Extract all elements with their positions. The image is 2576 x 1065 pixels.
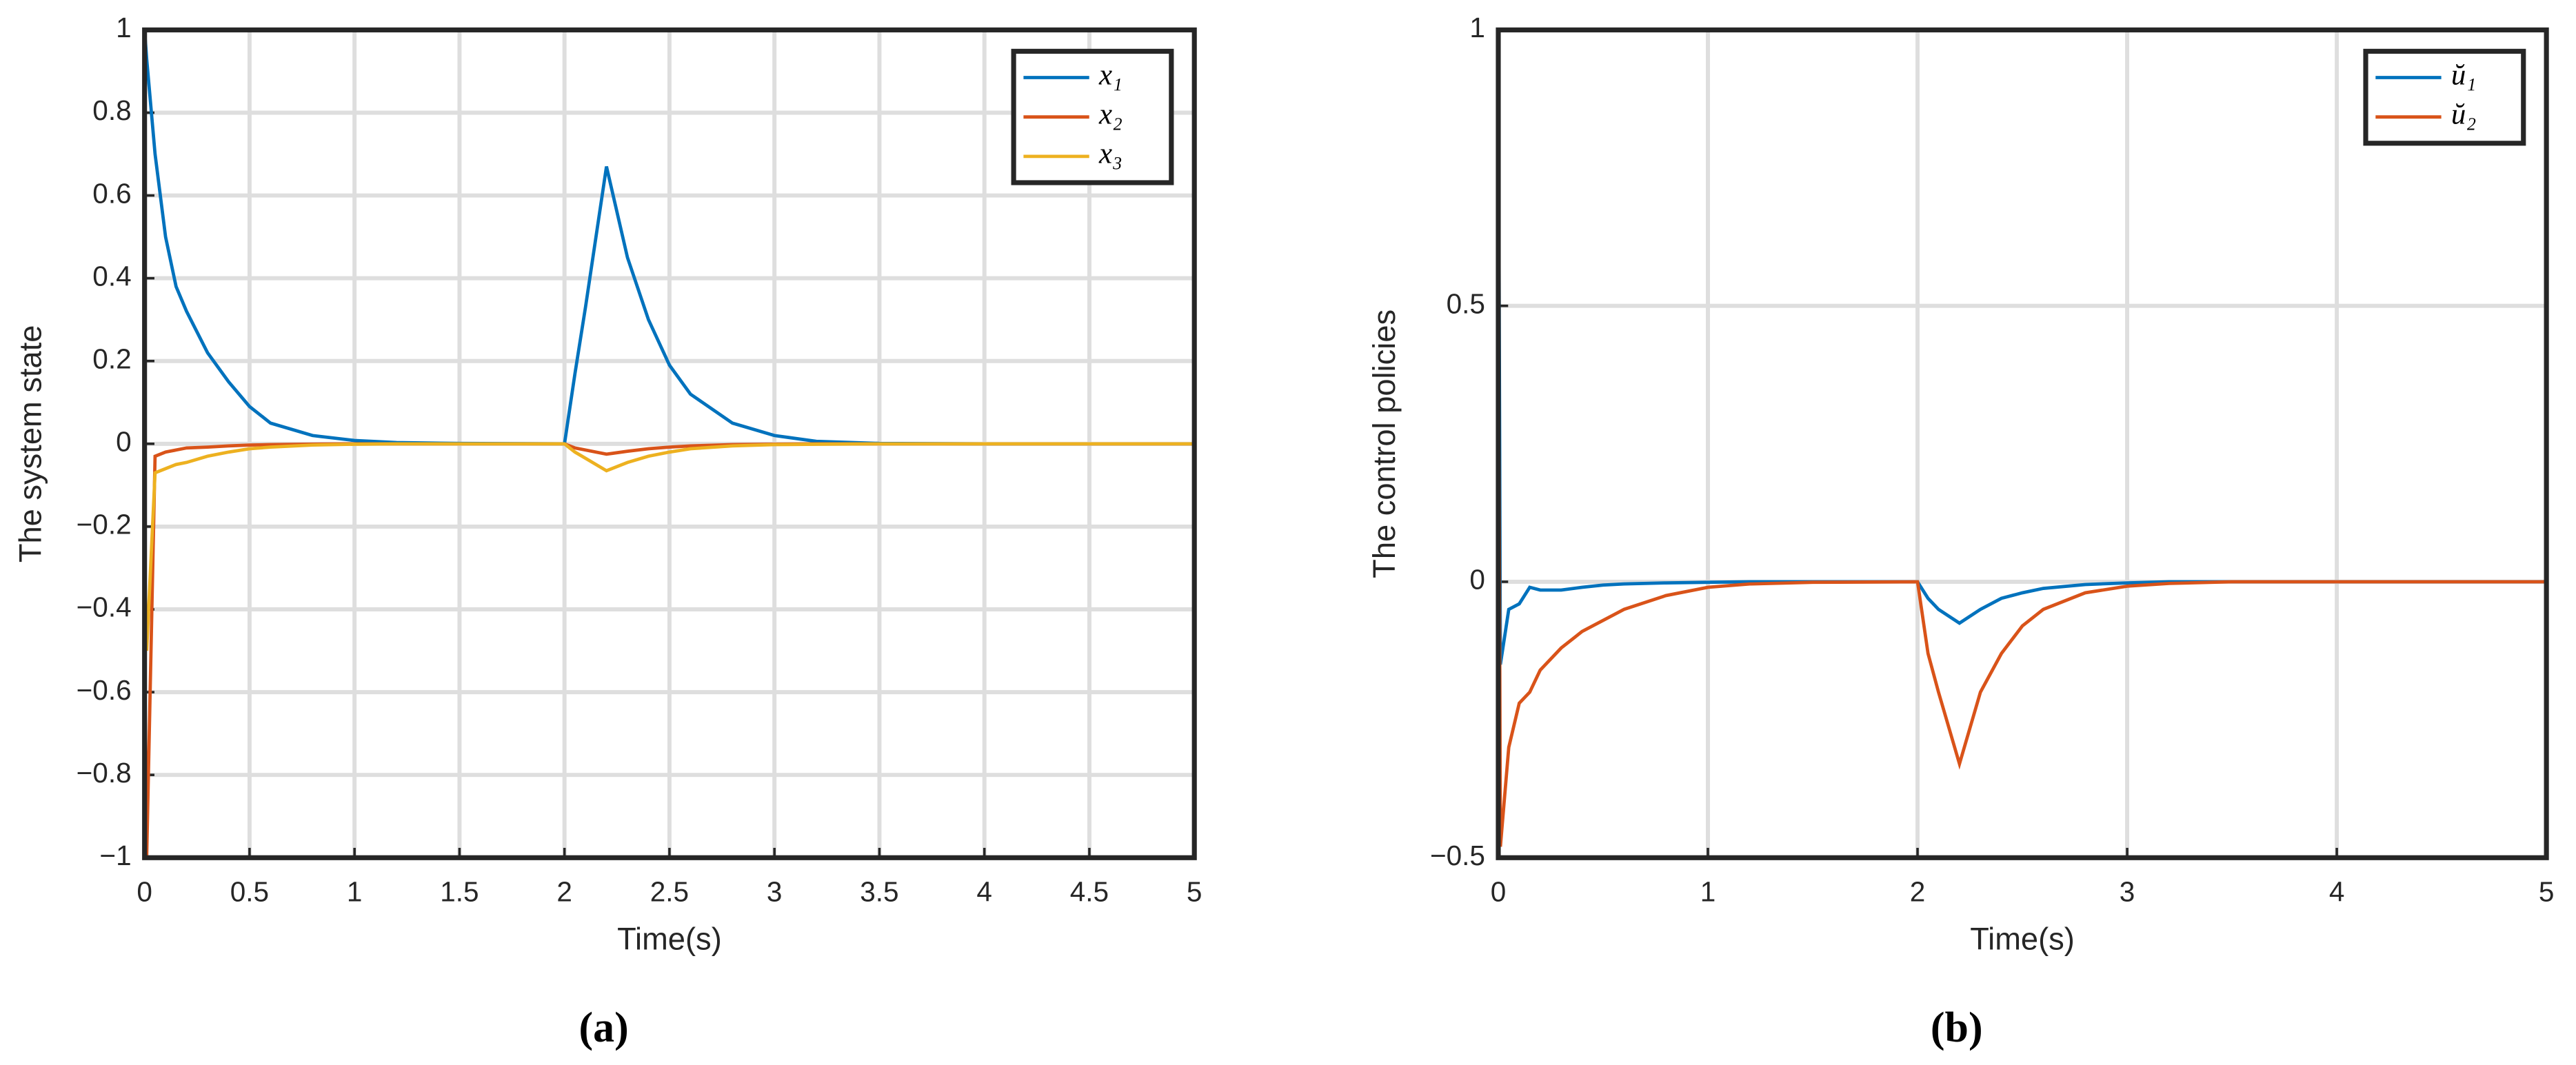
x-tick-label: 1 [347,875,363,907]
y-tick-label: 1 [116,12,132,43]
y-tick-label: −0.6 [77,674,132,706]
legend-box [2363,48,2526,146]
chart: 0 0.5 1 1.5 2 2.5 3 3.5 4 4.5 5 −1 −0.8 −0.6 −0.4 −0.2 0… [13,12,1203,1051]
x-tick-label: 2.5 [650,875,689,907]
y-tick-label: −0.8 [77,757,132,789]
x-tick-label: 2 [1910,875,1926,907]
x-tick-label: 5 [1187,875,1203,907]
legend-label: x₂ [1098,99,1123,131]
x-tick-label: 5 [2539,875,2555,907]
x-tick-label: 1.5 [440,875,479,907]
x-tick-label: 0 [1491,875,1507,907]
y-tick-label: 0.2 [92,343,131,374]
panel-label: (a) [579,1004,629,1051]
y-axis-label: The system state [13,325,48,563]
y-tick-label: 0 [1469,564,1485,596]
axes-frame [1496,27,2549,860]
y-tick-label: 0.5 [1447,287,1485,319]
y-tick-label: −0.4 [77,591,132,623]
legend-box [1011,48,1174,185]
x-tick-label: 3 [2120,875,2135,907]
x-tick-label: 4.5 [1070,875,1109,907]
legend-label: ŭ₂ [2451,99,2476,131]
y-tick-label: −0.2 [77,509,132,540]
data-line [1496,206,2547,847]
x-tick-label: 2 [556,875,572,907]
x-tick-label: 3.5 [860,875,898,907]
x-tick-label: 0.5 [230,875,269,907]
y-axis-label: The control policies [1367,310,1402,578]
data-line [143,442,1195,651]
x-tick-label: 4 [2329,875,2345,907]
legend-label: ŭ₁ [2451,59,2476,91]
y-tick-label: −1 [99,840,131,871]
x-tick-label: 4 [976,875,992,907]
y-tick-label: 0.4 [92,260,131,292]
panel-label: (b) [1931,1004,1983,1051]
x-tick-label: 0 [137,875,152,907]
y-tick-label: 1 [1469,12,1485,43]
axes-frame [142,27,1197,860]
y-tick-label: 0.8 [92,94,131,126]
x-tick-label: 3 [767,875,783,907]
legend-label: x₃ [1098,138,1123,170]
x-tick-label: 1 [1700,875,1716,907]
x-axis-label: Time(s) [1970,922,2075,957]
x-axis-label: Time(s) [617,922,722,957]
legend-label: x₁ [1098,59,1123,91]
y-tick-label: 0.6 [92,177,131,209]
y-tick-label: 0 [116,426,132,458]
y-tick-label: −0.5 [1430,840,1485,871]
